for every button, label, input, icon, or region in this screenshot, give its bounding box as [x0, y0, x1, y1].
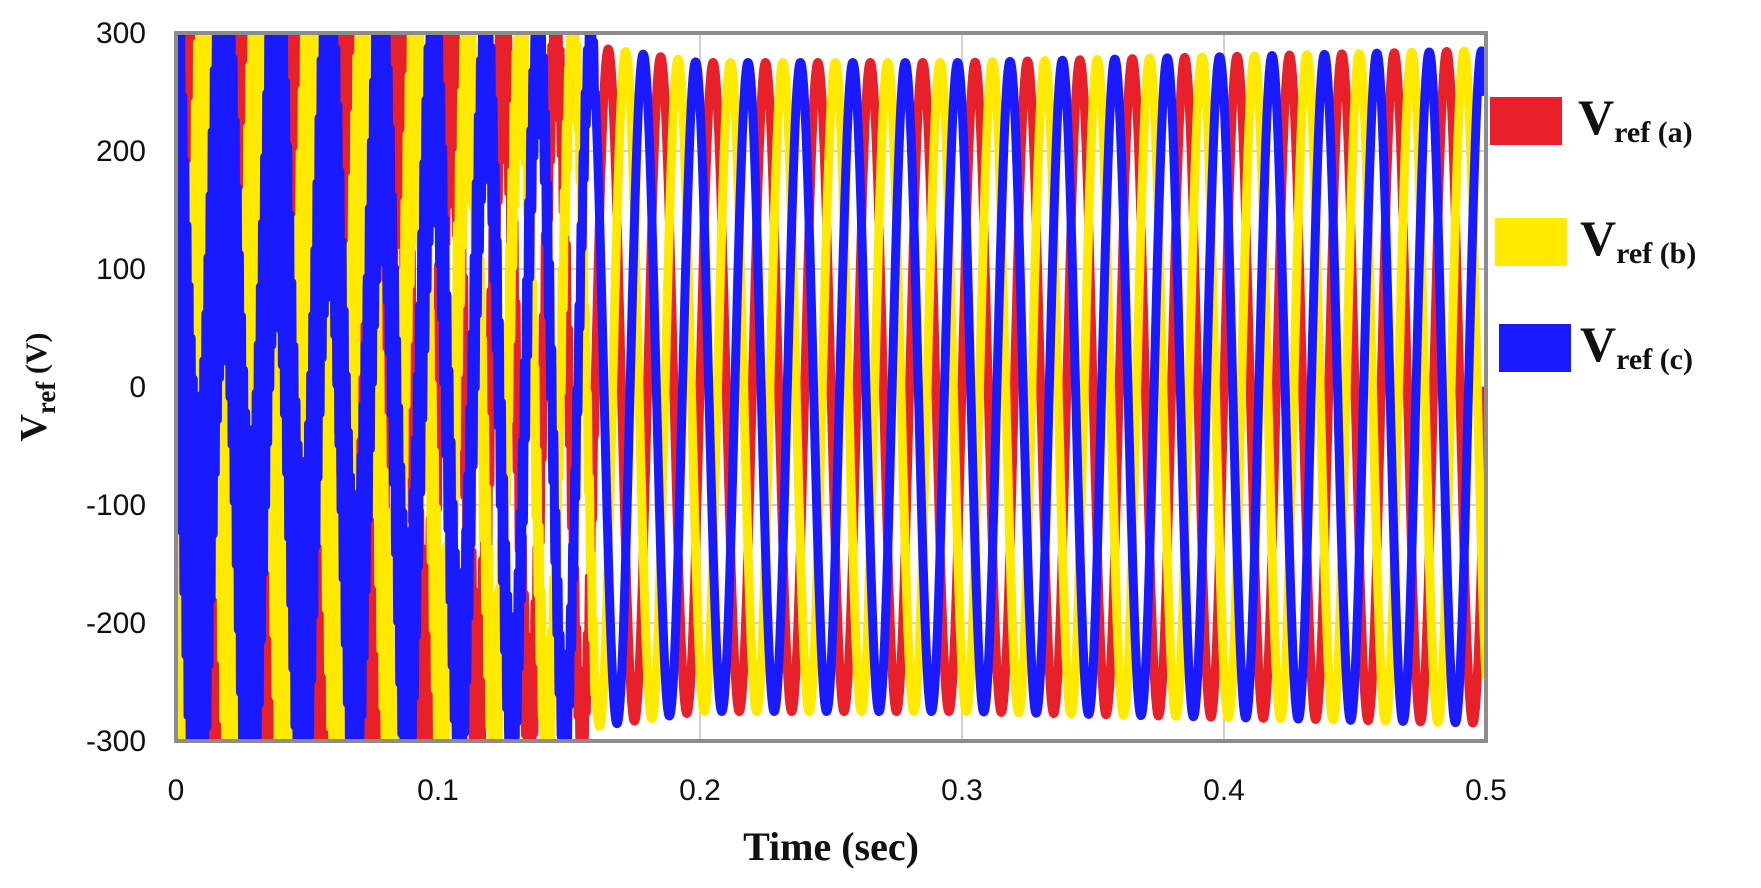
y-axis-label: Vref (V) — [13, 332, 61, 441]
x-tick-label: 0.2 — [679, 774, 721, 807]
legend-label-a-sub: ref (a) — [1614, 116, 1693, 149]
y-tick-label: -100 — [86, 489, 146, 522]
y-tick-label: 300 — [96, 17, 146, 50]
series-layer — [176, 33, 1486, 741]
x-tick-label: 0.5 — [1465, 774, 1507, 807]
plot-frame — [174, 31, 1488, 743]
legend-swatch-c — [1499, 324, 1571, 372]
y-tick-label: 0 — [129, 371, 146, 404]
y-tick-label: 200 — [96, 135, 146, 168]
legend-label-b-sub: ref (b) — [1616, 237, 1696, 270]
y-axis-label-sub: ref — [31, 381, 61, 414]
y-axis-ticks: 300 200 100 0 -100 -200 -300 — [86, 17, 146, 758]
legend-item-a: Vref (a) — [1490, 89, 1693, 149]
series-line-c — [176, 33, 1486, 741]
legend-label-b: Vref (b) — [1580, 210, 1696, 270]
y-axis-label-suffix: (V) — [20, 332, 53, 381]
legend-label-a: Vref (a) — [1578, 89, 1693, 149]
legend-swatch-b — [1495, 218, 1567, 266]
y-tick-label: -200 — [86, 607, 146, 640]
legend-swatch-a — [1490, 97, 1562, 145]
legend: Vref (a) Vref (b) Vref (c) — [1490, 89, 1696, 376]
x-axis-label: Time (sec) — [743, 824, 919, 869]
legend-label-c: Vref (c) — [1580, 316, 1693, 376]
legend-label-c-sub: ref (c) — [1616, 343, 1693, 376]
series-line-a — [176, 33, 1486, 741]
legend-item-b: Vref (b) — [1495, 210, 1696, 270]
x-tick-label: 0.4 — [1203, 774, 1245, 807]
y-tick-label: -300 — [86, 725, 146, 758]
legend-label-b-main: V — [1580, 210, 1616, 266]
legend-item-c: Vref (c) — [1499, 316, 1693, 376]
y-tick-label: 100 — [96, 253, 146, 286]
x-tick-label: 0.3 — [941, 774, 983, 807]
x-tick-label: 0.1 — [417, 774, 459, 807]
legend-label-c-main: V — [1580, 316, 1616, 372]
legend-label-a-main: V — [1578, 89, 1614, 145]
y-axis-label-main: V — [13, 414, 55, 442]
x-tick-label: 0 — [168, 774, 185, 807]
x-axis-ticks: 0 0.1 0.2 0.3 0.4 0.5 — [168, 774, 1507, 807]
